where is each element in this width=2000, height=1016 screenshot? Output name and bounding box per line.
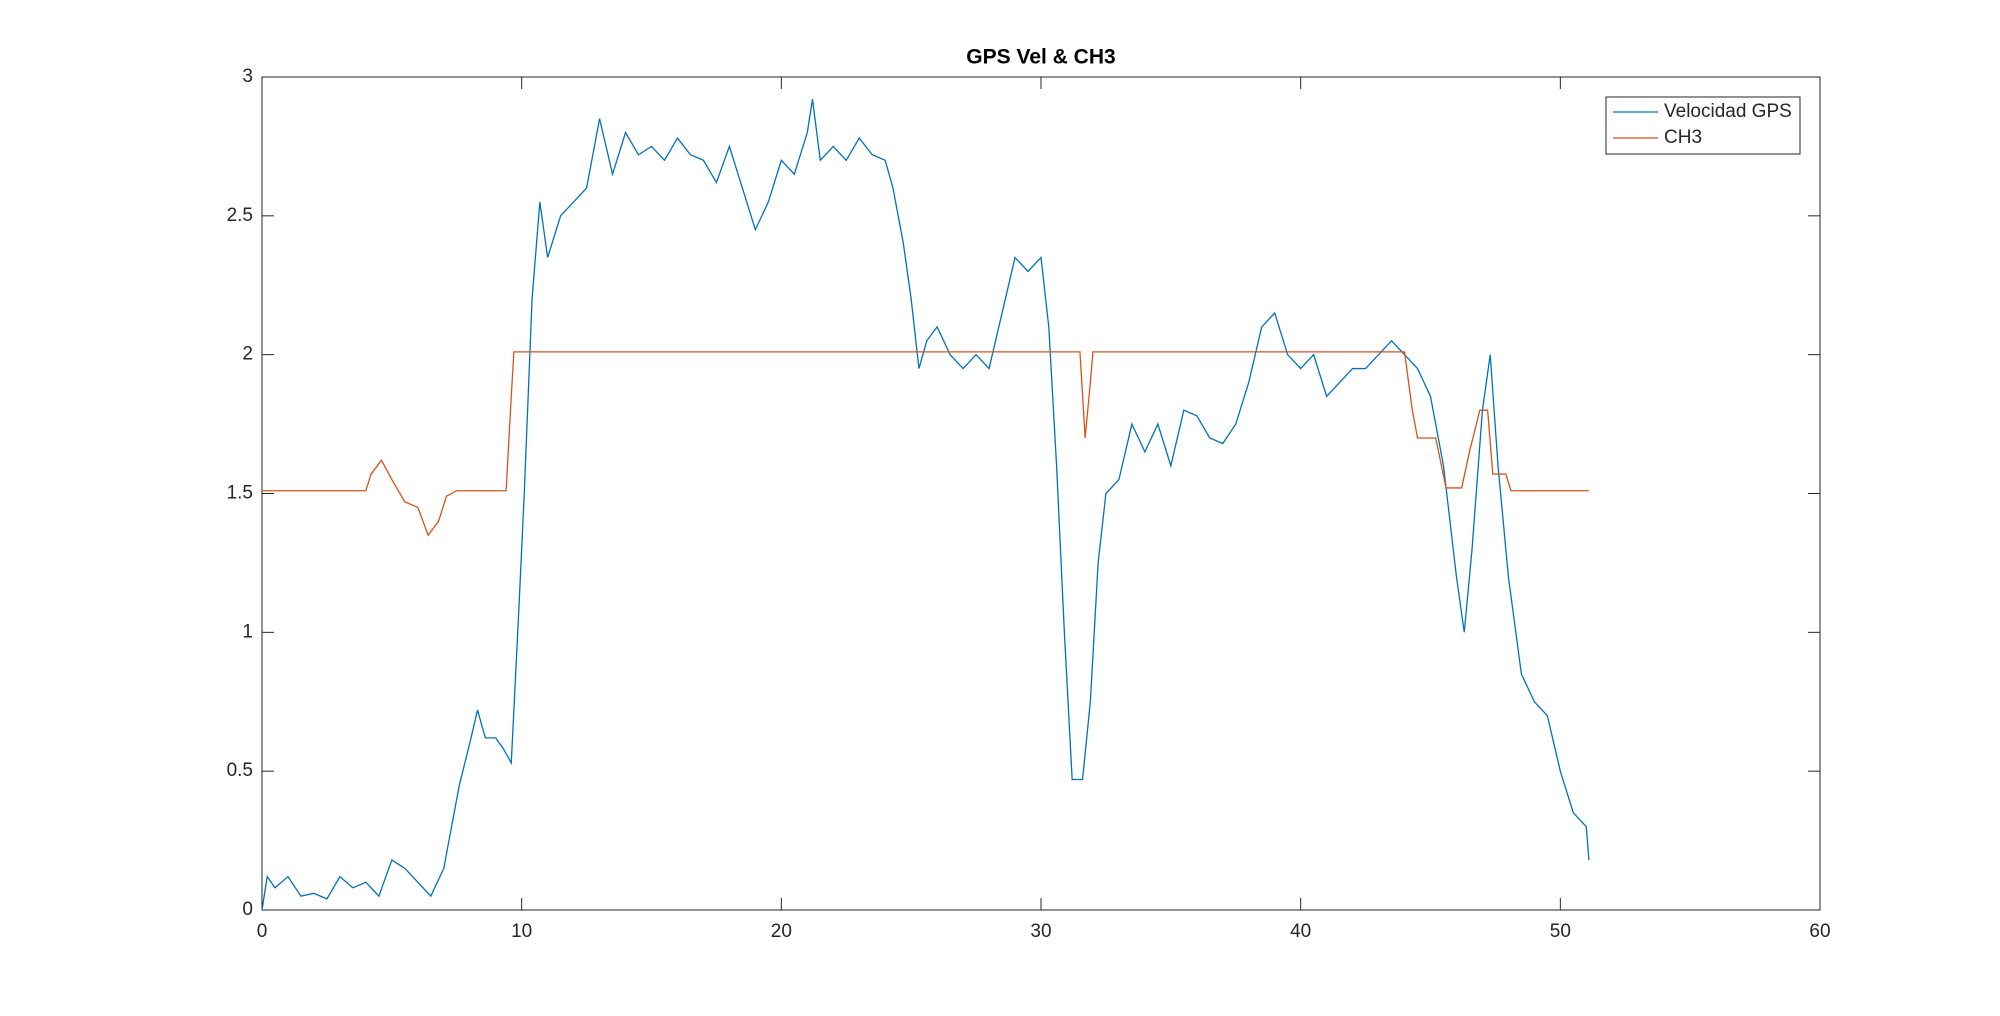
x-tick-label: 20: [771, 921, 792, 942]
chart-title: GPS Vel & CH3: [966, 46, 1115, 69]
x-tick-label: 30: [1030, 921, 1051, 942]
legend-box: [1605, 96, 1801, 155]
series-line: [261, 99, 1590, 911]
y-tick-label: 3: [242, 66, 253, 87]
series-line: [262, 351, 1589, 537]
y-tick-label: 1: [242, 621, 253, 642]
y-tick-label: 0: [242, 899, 253, 920]
x-tick-label: 0: [257, 921, 268, 942]
legend-label: CH3: [1664, 127, 1702, 148]
x-tick-label: 50: [1550, 921, 1571, 942]
x-tick-label: 40: [1290, 921, 1311, 942]
x-tick-label: 60: [1809, 921, 1830, 942]
y-tick-label: 2.5: [227, 205, 253, 226]
y-tick-label: 0.5: [227, 760, 253, 781]
y-tick-label: 2: [242, 344, 253, 365]
plot-area: [261, 76, 1821, 911]
legend-label: Velocidad GPS: [1664, 101, 1792, 122]
x-tick-label: 10: [511, 921, 532, 942]
y-tick-label: 1.5: [227, 483, 253, 504]
